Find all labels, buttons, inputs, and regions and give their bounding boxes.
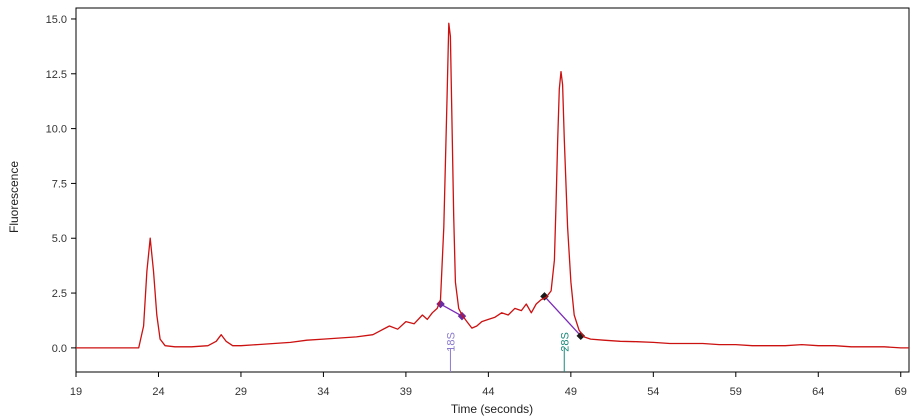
peak-label: 18S <box>445 332 457 352</box>
x-axis-title: Time (seconds) <box>451 402 533 416</box>
x-tick-label: 39 <box>400 386 412 398</box>
x-tick-label: 34 <box>317 386 329 398</box>
x-tick-label: 49 <box>565 386 577 398</box>
y-tick-label: 12.5 <box>46 69 67 81</box>
x-tick-label: 29 <box>235 386 247 398</box>
x-tick-label: 54 <box>647 386 659 398</box>
y-tick-label: 15.0 <box>46 14 67 26</box>
x-tick-label: 69 <box>895 386 907 398</box>
x-tick-label: 24 <box>152 386 164 398</box>
y-axis: 0.0 2.5 5.0 7.5 10.0 12.5 15.0 <box>46 14 76 355</box>
y-axis-title: Fluorescence <box>7 161 21 233</box>
y-tick-label: 2.5 <box>52 288 67 300</box>
x-tick-label: 19 <box>70 386 82 398</box>
x-tick-label: 64 <box>812 386 824 398</box>
y-tick-label: 5.0 <box>52 233 67 245</box>
y-tick-label: 7.5 <box>52 178 67 190</box>
x-tick-label: 44 <box>482 386 494 398</box>
x-tick-label: 59 <box>730 386 742 398</box>
y-tick-label: 10.0 <box>46 124 67 136</box>
x-axis: 19 24 29 34 39 44 49 54 59 64 69 <box>70 372 907 398</box>
peak-label: 28S <box>559 332 571 352</box>
y-tick-label: 0.0 <box>52 343 67 355</box>
